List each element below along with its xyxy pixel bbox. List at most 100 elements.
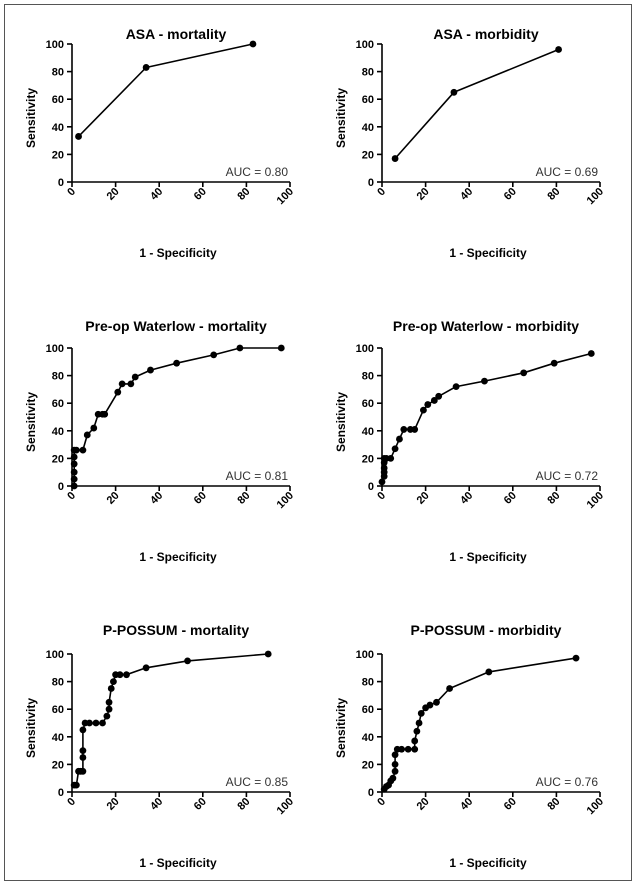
y-tick-label: 60 bbox=[362, 704, 374, 716]
chart-title: Pre-op Waterlow - morbidity bbox=[393, 318, 579, 334]
chart-title: P-POSSUM - mortality bbox=[103, 622, 249, 638]
x-tick-label: 100 bbox=[275, 186, 296, 207]
x-tick-label: 20 bbox=[415, 186, 432, 203]
data-point bbox=[446, 685, 453, 692]
y-tick-label: 80 bbox=[362, 67, 374, 79]
plot-area: 0 20 40 60 80 100 0 20 40 60 80 100 bbox=[46, 343, 296, 511]
plot-area: 0 20 40 60 80 100 0 20 40 60 80 100 bbox=[356, 649, 606, 817]
data-point bbox=[415, 719, 423, 727]
data-point bbox=[435, 392, 443, 400]
x-tick-label: 100 bbox=[585, 796, 606, 817]
x-tick-label: 60 bbox=[192, 186, 209, 203]
y-tick-label: 100 bbox=[356, 39, 374, 51]
data-point bbox=[131, 373, 139, 381]
roc-chart-asa-morbidity: ASA - morbidity Sensitivity 1 - Specific… bbox=[334, 26, 606, 260]
y-tick-label: 20 bbox=[52, 759, 64, 771]
x-tick-label: 20 bbox=[105, 796, 122, 813]
y-tick-label: 40 bbox=[362, 732, 374, 744]
y-tick-label: 20 bbox=[362, 453, 374, 465]
data-point bbox=[450, 88, 458, 96]
data-point bbox=[380, 464, 388, 472]
data-point bbox=[587, 350, 595, 357]
plot-area: 0 20 40 60 80 100 0 20 40 60 80 100 bbox=[46, 39, 296, 207]
data-point bbox=[92, 719, 100, 727]
x-axis-label: 1 - Specificity bbox=[139, 246, 217, 260]
roc-chart-asa-mortality: ASA - mortality Sensitivity 1 - Specific… bbox=[24, 26, 296, 260]
data-point bbox=[70, 460, 78, 468]
data-point bbox=[173, 359, 181, 367]
y-tick-label: 60 bbox=[52, 398, 64, 410]
data-point bbox=[110, 678, 117, 685]
data-point bbox=[86, 719, 93, 727]
roc-curve-line bbox=[383, 657, 577, 790]
x-axis-label: 1 - Specificity bbox=[449, 550, 527, 564]
data-point bbox=[103, 712, 111, 720]
data-point bbox=[101, 410, 109, 418]
x-tick-label: 0 bbox=[65, 796, 78, 809]
y-tick-label: 80 bbox=[52, 67, 64, 79]
data-point bbox=[72, 781, 80, 789]
y-tick-label: 60 bbox=[362, 398, 374, 410]
x-tick-label: 100 bbox=[275, 490, 296, 511]
y-tick-label: 0 bbox=[58, 787, 64, 799]
x-tick-label: 60 bbox=[192, 796, 209, 813]
plot-area: 0 20 40 60 80 100 0 20 40 60 80 100 bbox=[356, 39, 606, 207]
y-tick-label: 0 bbox=[368, 787, 374, 799]
auc-annotation: AUC = 0.72 bbox=[536, 469, 599, 483]
roc-curve-line bbox=[394, 48, 559, 160]
x-tick-label: 20 bbox=[415, 490, 432, 507]
data-point bbox=[555, 46, 562, 53]
data-point bbox=[420, 406, 427, 414]
data-point bbox=[485, 668, 493, 676]
roc-chart-possum-mortality: P-POSSUM - mortality Sensitivity 1 - Spe… bbox=[24, 622, 296, 870]
data-point bbox=[72, 446, 80, 454]
data-point bbox=[99, 719, 106, 727]
x-tick-label: 0 bbox=[65, 186, 78, 199]
y-tick-label: 40 bbox=[52, 122, 64, 134]
data-point bbox=[118, 380, 126, 388]
data-point bbox=[79, 446, 87, 454]
x-tick-label: 20 bbox=[105, 490, 122, 507]
chart-title: ASA - morbidity bbox=[433, 26, 538, 42]
data-point bbox=[400, 426, 408, 433]
x-axis-label: 1 - Specificity bbox=[449, 246, 527, 260]
chart-title: P-POSSUM - morbidity bbox=[411, 622, 562, 638]
chart-title: ASA - mortality bbox=[126, 26, 227, 42]
chart-title: Pre-op Waterlow - mortality bbox=[85, 318, 267, 334]
data-point bbox=[481, 377, 488, 385]
data-point bbox=[396, 435, 403, 443]
data-point bbox=[572, 654, 580, 662]
x-tick-label: 60 bbox=[502, 796, 519, 813]
y-tick-label: 100 bbox=[356, 343, 374, 355]
x-tick-label: 80 bbox=[545, 186, 562, 203]
y-axis-label: Sensitivity bbox=[334, 698, 348, 758]
data-point bbox=[127, 380, 135, 388]
x-axis-label: 1 - Specificity bbox=[139, 550, 217, 564]
y-tick-label: 0 bbox=[58, 177, 64, 189]
auc-annotation: AUC = 0.85 bbox=[226, 775, 289, 789]
x-tick-label: 40 bbox=[148, 490, 165, 507]
y-tick-label: 40 bbox=[362, 426, 374, 438]
data-point bbox=[433, 698, 440, 706]
y-tick-label: 20 bbox=[362, 759, 374, 771]
data-point bbox=[411, 737, 419, 745]
x-tick-label: 100 bbox=[585, 186, 606, 207]
x-tick-label: 100 bbox=[275, 796, 296, 817]
figure-frame bbox=[4, 4, 632, 881]
x-tick-label: 80 bbox=[545, 796, 562, 813]
y-tick-label: 40 bbox=[52, 426, 64, 438]
data-point bbox=[391, 767, 399, 775]
y-tick-label: 100 bbox=[46, 649, 64, 661]
x-tick-label: 20 bbox=[105, 186, 122, 203]
x-tick-label: 40 bbox=[458, 490, 475, 507]
data-point bbox=[411, 426, 419, 433]
data-point bbox=[391, 751, 399, 759]
x-tick-label: 0 bbox=[375, 186, 388, 199]
roc-chart-waterlow-morbidity: Pre-op Waterlow - morbidity Sensitivity … bbox=[334, 318, 606, 564]
data-point bbox=[70, 482, 78, 490]
data-point bbox=[391, 155, 399, 162]
data-point bbox=[184, 657, 191, 665]
data-point bbox=[83, 431, 91, 439]
data-point bbox=[116, 671, 124, 679]
y-tick-label: 80 bbox=[362, 677, 374, 689]
